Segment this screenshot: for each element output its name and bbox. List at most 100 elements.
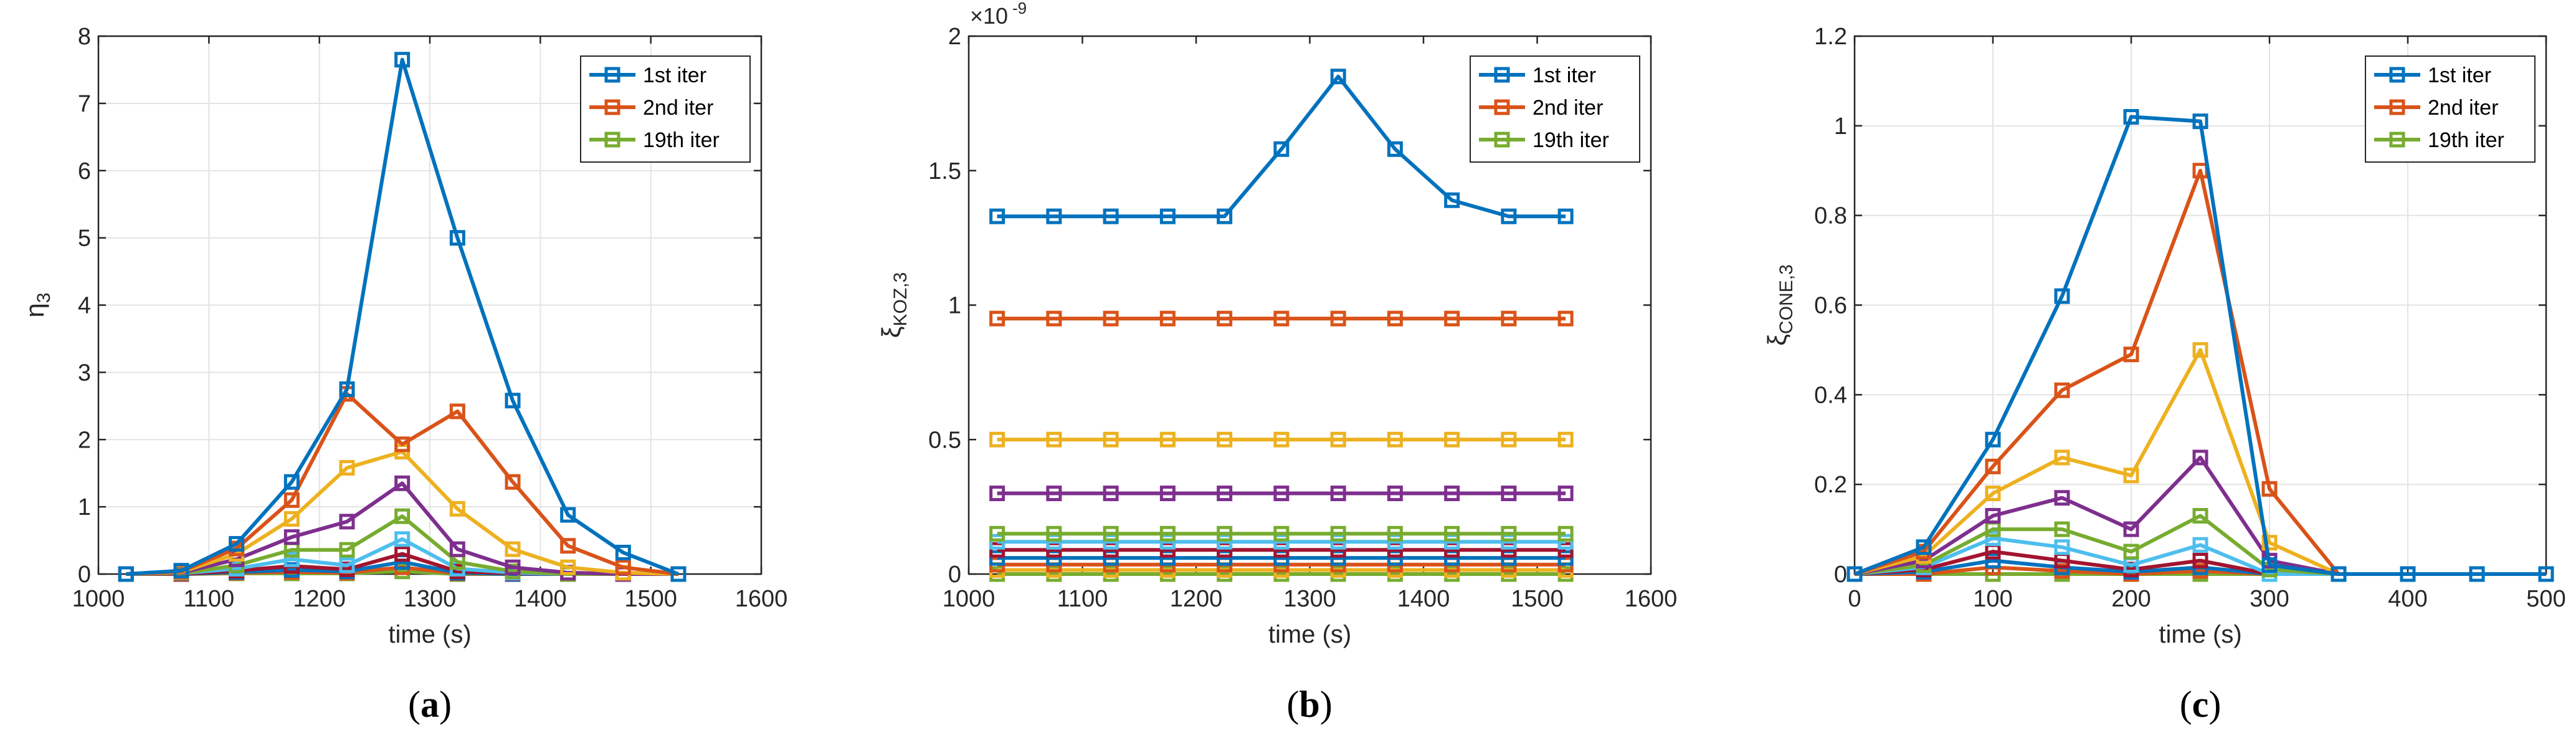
data-point — [1444, 192, 1460, 208]
data-point — [283, 529, 300, 545]
series-line — [126, 57, 680, 576]
data-point — [1501, 525, 1517, 542]
data-point — [2054, 490, 2070, 506]
data-point — [1217, 208, 1233, 224]
series-line — [1853, 115, 2546, 576]
legend-swatch-marker — [2389, 132, 2405, 148]
data-point — [394, 531, 411, 547]
data-point — [339, 460, 355, 476]
data-point — [1501, 208, 1517, 224]
y-axis-label-main: ξCONE,3 — [1762, 264, 1797, 346]
data-point — [989, 208, 1005, 224]
data-point — [2054, 521, 2070, 537]
series-b-4 — [989, 525, 1574, 542]
y-tick-label: 3 — [78, 360, 91, 386]
y-axis-symbol: η — [20, 303, 49, 317]
y-tick-label: 0 — [948, 562, 961, 588]
data-point — [615, 559, 631, 575]
data-point — [283, 492, 300, 508]
data-point — [2192, 537, 2208, 553]
data-point — [989, 310, 1005, 327]
data-point — [339, 514, 355, 530]
x-tick-label: 1000 — [943, 586, 996, 612]
data-point — [1557, 486, 1574, 502]
panel-c: 0 100 200 300 400 500 0 0.2 0.4 0.6 0.8 1 1.2 time (s… — [1762, 24, 2566, 725]
series-group — [989, 69, 1574, 582]
y-tick-label: 0.2 — [1814, 472, 1847, 498]
data-point — [2123, 347, 2139, 363]
x-tick-label: 1200 — [293, 586, 346, 612]
data-point — [1444, 525, 1460, 542]
data-point — [1330, 486, 1346, 502]
x-tick-label: 0 — [1848, 586, 1861, 612]
legend-entry: 2nd iter — [643, 96, 713, 120]
panel-caption: (c) — [2180, 684, 2222, 725]
caption-open: ( — [1286, 684, 1299, 725]
data-point — [1501, 431, 1517, 448]
x-tick-label: 1500 — [1511, 586, 1564, 612]
data-point — [2054, 449, 2070, 466]
data-point — [1557, 525, 1574, 542]
data-point — [339, 381, 355, 397]
legend-entry: 2nd iter — [2428, 96, 2498, 120]
y-tick-label: 0 — [78, 562, 91, 588]
data-point — [1557, 550, 1574, 566]
legend-entry: 1st iter — [643, 64, 706, 87]
data-point — [173, 563, 189, 579]
panel-a: 1000 1100 1200 1300 1400 1500 1600 0 1 2 3 4 5 6 7 8 tim… — [20, 24, 787, 725]
y-axis-label-main: ξKOZ,3 — [877, 272, 911, 338]
data-point — [1501, 486, 1517, 502]
x-axis-label: time (s) — [388, 621, 471, 648]
y-tick-label: 0 — [1834, 562, 1847, 588]
y-tick-label: 0.6 — [1814, 293, 1847, 319]
data-point — [1046, 310, 1062, 327]
x-tick-label: 200 — [2111, 586, 2151, 612]
data-point — [394, 52, 411, 68]
y-exponent-label: ×10 -9 — [970, 0, 1027, 29]
data-point — [2192, 113, 2208, 130]
data-point — [2192, 342, 2208, 358]
data-point — [1046, 431, 1062, 448]
y-tick-label: 1.5 — [928, 158, 961, 184]
y-tick-label: 0.5 — [928, 427, 961, 453]
data-point — [449, 403, 465, 419]
caption-open: ( — [408, 684, 421, 725]
x-tick-label: 300 — [2250, 586, 2289, 612]
data-point — [1273, 310, 1290, 327]
panel-b: 1000 1100 1200 1300 1400 1500 1600 0 0.5 1 1.5 2 ×10… — [877, 0, 1677, 725]
data-point — [2123, 467, 2139, 484]
y-tick-label: 1 — [78, 494, 91, 520]
legend-swatch-marker — [2389, 99, 2405, 115]
data-point — [1217, 486, 1233, 502]
x-tick-label: 1500 — [624, 586, 677, 612]
y-tick-label: 1 — [948, 293, 961, 319]
series-group — [118, 52, 687, 582]
y-exponent-base: ×10 — [970, 3, 1008, 29]
data-point — [1444, 431, 1460, 448]
data-point — [1046, 486, 1062, 502]
legend-swatch-marker — [1494, 67, 1510, 83]
data-point — [1387, 310, 1403, 327]
data-point — [1159, 310, 1176, 327]
series-c-0 — [1846, 108, 2554, 582]
data-point — [1046, 525, 1062, 542]
caption-open: ( — [2180, 684, 2192, 725]
data-point — [2192, 552, 2208, 568]
data-point — [283, 474, 300, 490]
data-point — [2054, 288, 2070, 304]
legend-entry: 2nd iter — [1533, 96, 1603, 120]
data-point — [2123, 544, 2139, 560]
data-point — [2538, 566, 2554, 582]
data-point — [1103, 310, 1119, 327]
x-tick-label: 1100 — [183, 586, 234, 612]
data-point — [1330, 310, 1346, 327]
y-axis-subscript: 3 — [34, 292, 54, 303]
data-point — [1387, 141, 1403, 157]
x-tick-label: 1300 — [1283, 586, 1336, 612]
data-point — [394, 508, 411, 524]
data-point — [615, 544, 631, 560]
data-point — [1273, 486, 1290, 502]
data-point — [670, 566, 687, 582]
series-b-2 — [989, 431, 1574, 448]
data-point — [449, 541, 465, 557]
